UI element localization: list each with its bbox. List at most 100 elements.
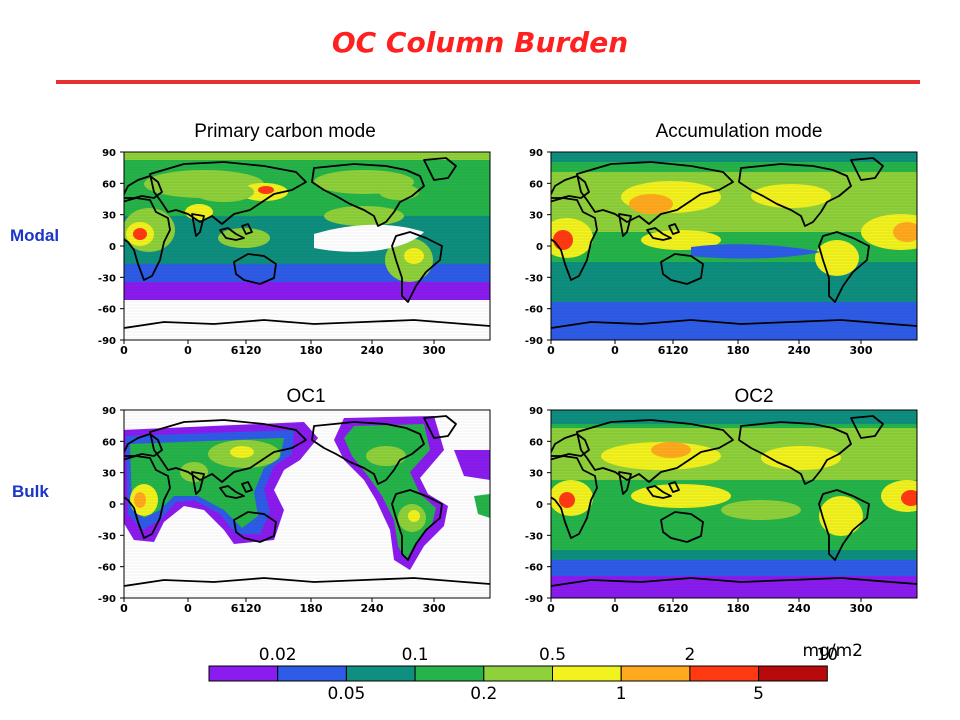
coastline-seasia <box>646 481 680 499</box>
colorbar-segment <box>552 665 622 682</box>
panel-title-accumulation: Accumulation mode <box>655 121 823 142</box>
coastline-australia <box>660 253 704 285</box>
lat-tick-label: -90 <box>98 594 116 605</box>
colorbar-segment <box>620 665 691 682</box>
lon-tick-label: 0 <box>120 344 128 355</box>
panel-title-oc2: OC2 <box>734 386 774 407</box>
coastline-seasia <box>219 481 253 499</box>
coastline-india <box>191 471 205 495</box>
lat-tick-label: -90 <box>98 336 116 347</box>
lon-tick-label: 180 <box>300 602 323 613</box>
coastline-asia <box>576 419 734 483</box>
lon-tick-label: 180 <box>300 344 323 355</box>
lon-tick-label: 300 <box>423 344 446 355</box>
lat-tick-label: -90 <box>525 336 543 347</box>
coastline-europe <box>124 175 163 199</box>
lat-tick-label: 30 <box>529 211 543 222</box>
colorbar-top-label: 0.02 <box>259 645 297 665</box>
lon-tick-label: 6120 <box>658 602 689 613</box>
coastline-samerica <box>391 489 443 561</box>
colorbar-top-label: 2 <box>684 645 695 665</box>
lat-tick-label: -30 <box>525 273 543 284</box>
lon-tick-label: 0 <box>611 602 619 613</box>
page-title: OC Column Burden <box>331 26 629 59</box>
lon-tick-label: 240 <box>361 344 384 355</box>
lat-tick-label: 30 <box>102 211 116 222</box>
panel-title-oc1: OC1 <box>286 386 326 407</box>
colorbar-bottom-label: 5 <box>753 684 764 704</box>
lat-tick-label: 60 <box>529 179 543 190</box>
coastline-india <box>191 213 205 237</box>
lat-tick-label: -90 <box>525 594 543 605</box>
lon-tick-label: 180 <box>727 602 750 613</box>
panel-title-primary: Primary carbon mode <box>194 121 376 142</box>
colorbar-top-label: 0.5 <box>539 645 566 665</box>
colorbar-bottom-label: 0.2 <box>470 684 497 704</box>
coastline-antarctica <box>551 319 917 329</box>
coastline-samerica <box>818 489 870 561</box>
colorbar-segment <box>208 665 279 682</box>
coastline-antarctica <box>551 577 917 587</box>
lat-tick-label: -60 <box>98 563 116 574</box>
lat-tick-label: 60 <box>529 437 543 448</box>
lat-tick-label: -60 <box>525 305 543 316</box>
coastline-europe <box>124 433 163 457</box>
coastline-asia <box>149 161 307 225</box>
lat-tick-label: 0 <box>109 242 116 253</box>
lon-tick-label: 6120 <box>658 344 689 355</box>
coastline-europe <box>551 433 590 457</box>
lon-tick-label: 300 <box>423 602 446 613</box>
colorbar-segment <box>483 665 553 682</box>
coastline-australia <box>660 511 704 543</box>
lat-tick-label: 30 <box>529 469 543 480</box>
coastline-india <box>618 213 632 237</box>
lon-tick-label: 0 <box>547 344 555 355</box>
row-label-modal: Modal <box>10 226 60 245</box>
lat-tick-label: 0 <box>536 242 543 253</box>
lat-tick-label: 30 <box>102 469 116 480</box>
colorbar-bottom-label: 1 <box>616 684 627 704</box>
lat-tick-label: 60 <box>102 437 116 448</box>
coastline-africa <box>551 455 598 539</box>
lat-tick-label: -30 <box>98 531 116 542</box>
coastline-namerica <box>738 163 852 227</box>
colorbar-segment <box>689 665 760 682</box>
coastline-india <box>618 471 632 495</box>
lon-tick-label: 300 <box>850 344 873 355</box>
coastline-namerica <box>311 421 425 485</box>
colorbar-top-label: 0.1 <box>402 645 429 665</box>
lat-tick-label: -60 <box>525 563 543 574</box>
lon-tick-label: 0 <box>547 602 555 613</box>
coastline-australia <box>233 511 277 543</box>
coastline-namerica <box>311 163 425 227</box>
lon-tick-label: 180 <box>727 344 750 355</box>
lon-tick-label: 240 <box>361 602 384 613</box>
lat-tick-label: 90 <box>529 148 543 159</box>
coastline-greenland <box>850 415 884 439</box>
coastline-samerica <box>391 231 443 303</box>
coastline-africa <box>551 197 598 281</box>
lat-tick-label: 90 <box>102 406 116 417</box>
coastline-africa <box>124 455 171 539</box>
colorbar-unit: mg/m2 <box>803 641 863 661</box>
coastline-greenland <box>423 415 457 439</box>
lat-tick-label: 60 <box>102 179 116 190</box>
lon-tick-label: 240 <box>788 344 811 355</box>
lon-tick-label: 300 <box>850 602 873 613</box>
colorbar-segment <box>345 665 416 682</box>
lon-tick-label: 0 <box>184 602 192 613</box>
lon-tick-label: 6120 <box>231 602 262 613</box>
coastline-seasia <box>219 223 253 241</box>
colorbar-segment <box>277 665 347 682</box>
colorbar-top-label: 10 <box>816 645 838 665</box>
lon-tick-label: 0 <box>120 602 128 613</box>
lon-tick-label: 0 <box>611 344 619 355</box>
